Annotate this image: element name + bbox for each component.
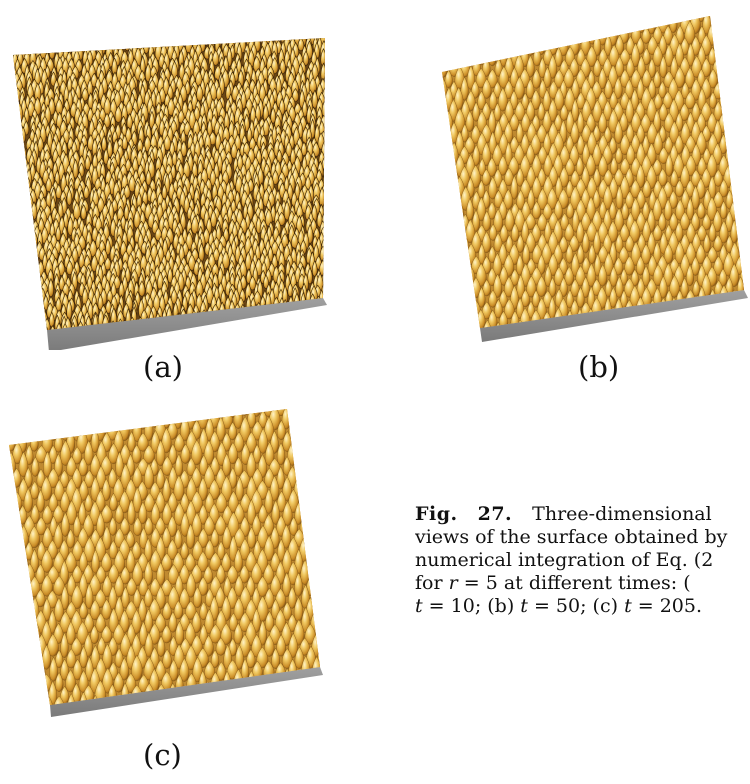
figure-label: Fig. <box>415 503 458 525</box>
surface-base <box>50 667 323 717</box>
caption-line-2: views of the surface obtained by <box>415 526 728 548</box>
surface-image-c <box>9 409 323 717</box>
panel-label-b: (b) <box>578 350 620 384</box>
surface-plot-a <box>5 30 335 350</box>
panel-label-c: (c) <box>143 738 182 772</box>
surface-base <box>480 290 748 342</box>
caption-line-5: t = 10; (b) t = 50; (c) t = 205. <box>415 595 703 617</box>
figure-caption: Fig. 27. Three-dimensional views of the su… <box>415 503 750 618</box>
caption-line-3: numerical integration of Eq. (2 <box>415 549 714 571</box>
surface-plot-c <box>5 405 330 730</box>
surface-plot-b <box>438 10 750 345</box>
surface-image-b <box>442 16 748 342</box>
caption-line-4: for r = 5 at different times: ( <box>415 572 691 594</box>
surface-image-a <box>13 38 327 350</box>
surface-base <box>47 298 327 350</box>
panel-label-a: (a) <box>143 350 183 384</box>
caption-line-1: Fig. 27. Three-dimensional <box>415 503 712 525</box>
figure-number: 27. <box>477 503 513 525</box>
